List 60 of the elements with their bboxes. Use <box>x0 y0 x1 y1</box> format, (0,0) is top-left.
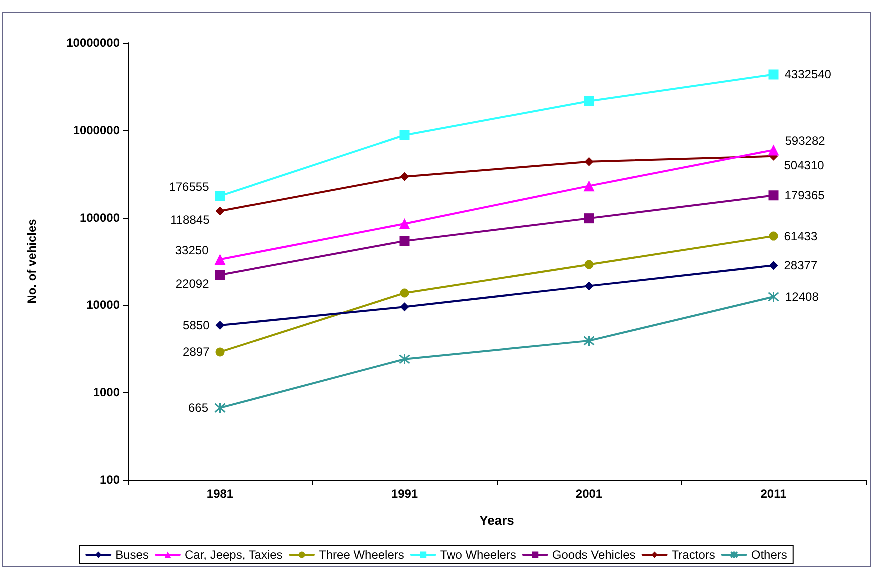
y-tick-label: 1000000 <box>73 123 120 138</box>
point <box>215 270 226 280</box>
point <box>584 335 595 347</box>
legend-label: Tractors <box>672 548 716 562</box>
legend-label: Goods Vehicles <box>552 548 636 562</box>
point <box>769 232 778 241</box>
data-label: 22092 <box>176 277 210 292</box>
point <box>768 144 780 156</box>
point <box>584 214 594 224</box>
x-tick-label: 1991 <box>391 487 418 501</box>
point <box>215 191 226 202</box>
legend-label: Two Wheelers <box>440 548 516 562</box>
legend-label: Car, Jeeps, Taxies <box>184 548 283 562</box>
point <box>214 254 226 266</box>
x-axis-title: Years <box>480 513 514 528</box>
point <box>400 302 410 312</box>
data-label: 4332540 <box>784 68 832 82</box>
point <box>399 354 410 366</box>
data-label: 2897 <box>183 345 210 360</box>
data-label: 28377 <box>784 258 818 273</box>
data-label: 12408 <box>786 290 820 304</box>
point <box>400 130 410 140</box>
data-label: 504310 <box>784 158 825 172</box>
data-label: 179365 <box>784 188 826 203</box>
data-label: 176555 <box>169 180 210 194</box>
legend-label: Three Wheelers <box>319 548 404 562</box>
y-tick-label: 100 <box>100 473 120 487</box>
y-tick-label: 10000 <box>86 298 120 312</box>
x-tick-label: 2001 <box>576 487 603 501</box>
point <box>768 291 780 303</box>
point <box>584 157 594 166</box>
point <box>400 236 410 246</box>
point <box>399 218 410 230</box>
legend-label: Others <box>751 548 788 562</box>
y-tick-label: 100000 <box>80 210 120 225</box>
point <box>584 180 595 192</box>
point <box>768 190 779 201</box>
data-label: 665 <box>188 401 209 416</box>
data-label: 61433 <box>784 229 818 244</box>
data-label: 593282 <box>785 134 826 148</box>
point <box>584 260 594 270</box>
y-tick-label: 10000000 <box>66 36 120 50</box>
y-tick-label: 1000 <box>93 386 120 400</box>
data-label: 118845 <box>170 213 210 228</box>
point <box>768 70 779 80</box>
y-axis-title: No. of vehicles <box>25 218 39 304</box>
point <box>584 96 594 106</box>
point <box>584 282 594 291</box>
point <box>214 402 226 414</box>
point <box>216 206 225 216</box>
data-label: 33250 <box>175 244 210 258</box>
point <box>216 348 225 357</box>
point <box>769 261 778 270</box>
point <box>400 172 410 182</box>
data-label: 5850 <box>183 318 210 333</box>
point <box>216 321 225 330</box>
x-tick-label: 1981 <box>206 487 234 501</box>
x-tick-label: 2011 <box>760 487 788 501</box>
legend-label: Buses <box>116 548 149 562</box>
point <box>400 288 410 298</box>
